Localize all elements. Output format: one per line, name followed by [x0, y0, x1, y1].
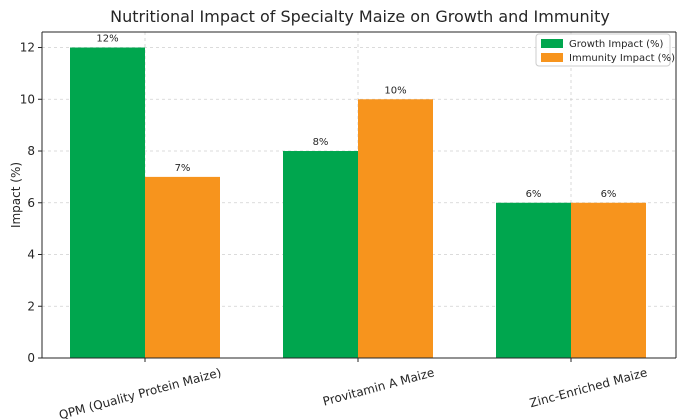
- legend-box: [535, 33, 671, 67]
- data-label: 10%: [384, 85, 406, 96]
- y-tick-label: 2: [27, 299, 35, 313]
- legend: Growth Impact (%) Immunity Impact (%): [535, 33, 675, 67]
- y-tick-label: 10: [20, 92, 35, 106]
- bars-layer: 12% 8% 6% 7% 10% 6%: [70, 34, 646, 359]
- x-tick-label: Zinc-Enriched Maize: [528, 365, 649, 410]
- x-tick-label: Provitamin A Maize: [321, 365, 435, 408]
- legend-swatch: [541, 53, 563, 62]
- bar-growth-1: [283, 151, 358, 358]
- x-tick-label: QPM (Quality Protein Maize): [57, 365, 222, 420]
- legend-swatch: [541, 39, 563, 48]
- y-tick-label: 6: [27, 196, 35, 210]
- data-label: 12%: [96, 34, 118, 45]
- data-label: 8%: [313, 137, 329, 148]
- chart-title: Nutritional Impact of Specialty Maize on…: [110, 7, 610, 26]
- y-axis-label: Impact (%): [9, 162, 23, 228]
- bar-immunity-1: [358, 99, 433, 359]
- legend-label: Immunity Impact (%): [569, 53, 675, 64]
- bar-immunity-2: [571, 202, 646, 358]
- bar-growth-0: [70, 47, 145, 359]
- data-label: 6%: [526, 189, 542, 200]
- y-tick-label: 8: [27, 144, 35, 158]
- legend-label: Growth Impact (%): [569, 39, 664, 50]
- data-label: 7%: [175, 163, 191, 174]
- y-tick-label: 4: [27, 248, 35, 262]
- y-tick-label: 12: [20, 41, 35, 55]
- y-tick-label: 0: [27, 351, 35, 365]
- bar-immunity-0: [145, 176, 220, 358]
- data-label: 6%: [601, 189, 617, 200]
- bar-growth-2: [496, 202, 571, 358]
